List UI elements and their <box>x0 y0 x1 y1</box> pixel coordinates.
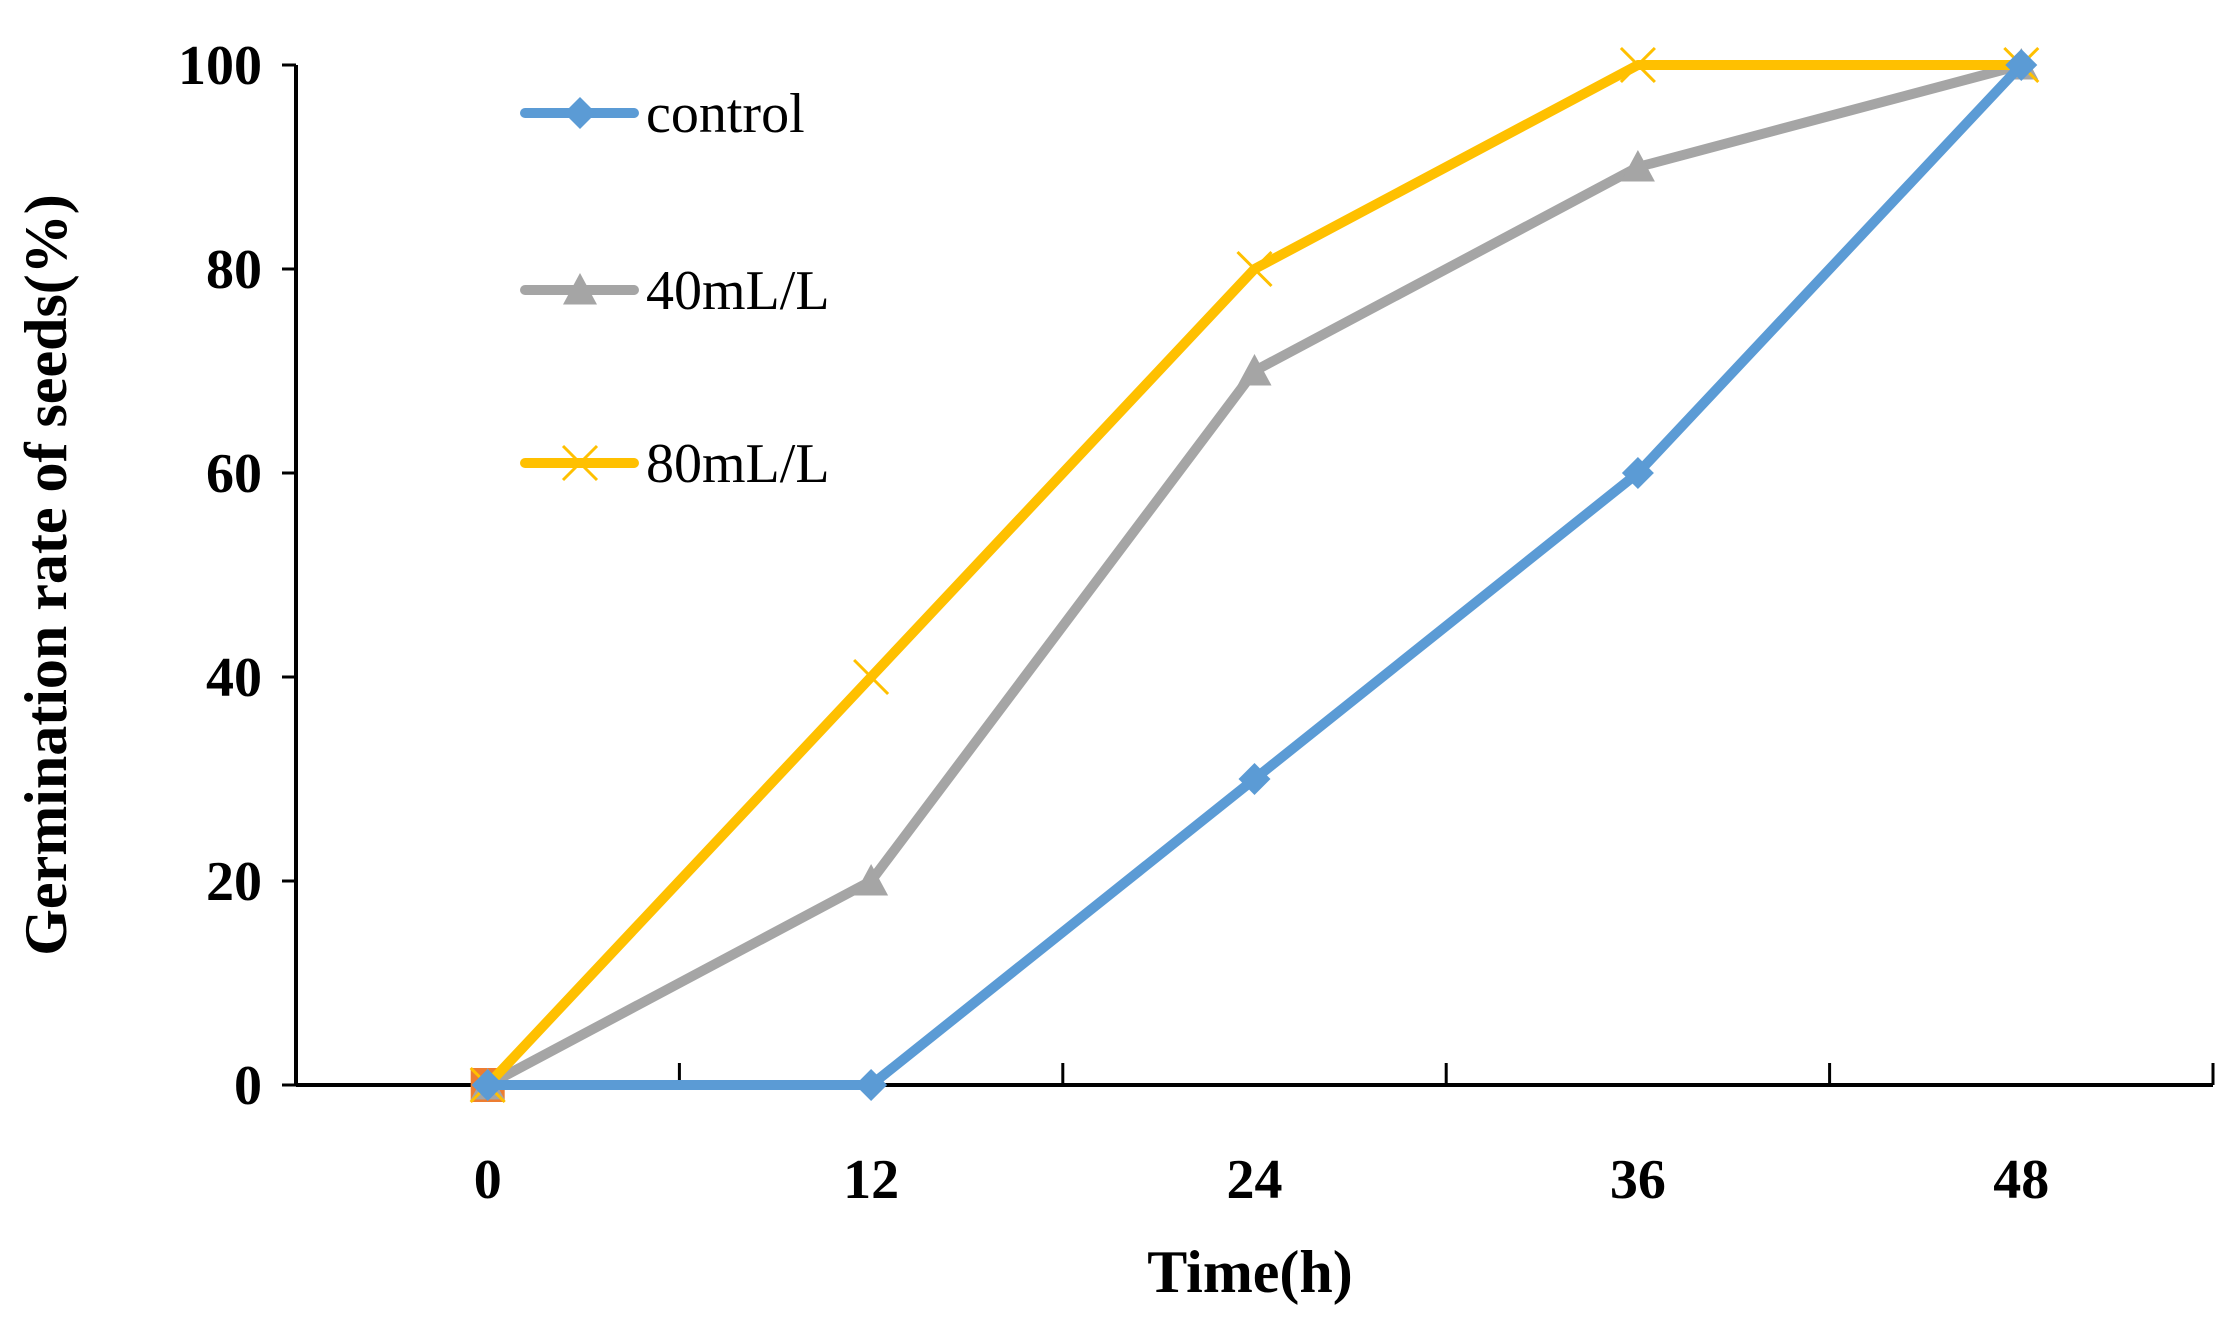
x-tick-label: 36 <box>1610 1149 1666 1211</box>
legend-marker <box>563 273 597 305</box>
legend-label: control <box>646 83 805 145</box>
data-point <box>854 864 889 896</box>
series-control <box>471 49 2038 1101</box>
data-point-stroke <box>1236 250 1273 288</box>
y-tick-label: 100 <box>178 35 262 97</box>
legend-label: 40mL/L <box>646 260 830 322</box>
x-tick-label: 12 <box>843 1149 899 1211</box>
data-point <box>1621 457 1654 489</box>
data-point-stroke <box>853 658 890 696</box>
y-axis-title: Germination rate of seeds(%) <box>13 194 79 955</box>
y-tick-label: 40 <box>206 647 262 709</box>
x-tick-label: 24 <box>1227 1149 1283 1211</box>
y-ticks: 0 20 40 60 80 100 <box>178 35 296 1117</box>
data-point <box>471 1069 504 1101</box>
data-point <box>1238 763 1271 795</box>
legend: control 40mL/L 80mL/L <box>520 83 830 495</box>
x-tick-label: 48 <box>1993 1149 2049 1211</box>
y-tick-label: 80 <box>206 239 262 301</box>
data-point <box>1237 354 1272 386</box>
legend-item: control <box>520 83 805 145</box>
data-point <box>1620 150 1655 182</box>
data-point-stroke <box>1619 46 1656 84</box>
y-tick-label: 60 <box>206 443 262 505</box>
legend-item: 40mL/L <box>520 260 830 322</box>
y-tick-label: 0 <box>234 1055 262 1117</box>
legend-marker <box>561 444 599 482</box>
x-axis-title: Time(h) <box>1147 1239 1353 1305</box>
legend-marker <box>564 97 596 129</box>
data-point <box>855 1069 888 1101</box>
x-ticks: 0 12 24 36 48 <box>474 1063 2215 1211</box>
legend-label: 80mL/L <box>646 433 830 495</box>
data-point <box>2005 49 2038 81</box>
data-point <box>853 658 890 696</box>
y-tick-label: 20 <box>206 851 262 913</box>
legend-item: 80mL/L <box>520 433 830 495</box>
x-tick-label: 0 <box>474 1149 502 1211</box>
data-point <box>1236 250 1273 288</box>
series-layer <box>469 46 2040 1104</box>
legend-marker-stroke <box>561 444 599 482</box>
data-point <box>1619 46 1656 84</box>
